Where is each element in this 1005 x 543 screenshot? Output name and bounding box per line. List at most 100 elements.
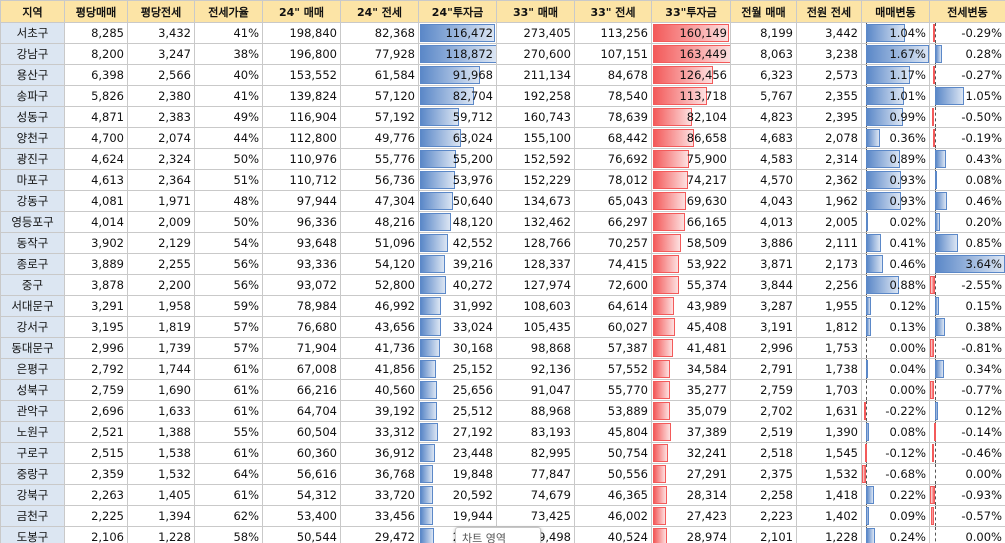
data-cell[interactable]: -0.19% [929,127,1005,149]
data-cell[interactable]: 128,766 [496,232,575,254]
data-cell[interactable]: 2,383 [127,106,195,128]
data-cell[interactable]: 65,043 [574,190,652,212]
data-cell[interactable]: 163,449 [651,43,731,65]
data-cell[interactable]: 2,200 [127,274,195,296]
data-cell[interactable]: 2,101 [730,526,797,543]
data-cell[interactable]: 3,195 [64,316,128,338]
data-cell[interactable]: 196,800 [262,43,341,65]
data-cell[interactable]: 59% [194,295,263,317]
data-cell[interactable]: 2,005 [796,211,862,233]
data-cell[interactable]: 112,800 [262,127,341,149]
data-cell[interactable]: 4,613 [64,169,128,191]
data-cell[interactable]: 105,435 [496,316,575,338]
data-cell[interactable]: 28,974 [651,526,731,543]
data-cell[interactable]: 2,996 [64,337,128,359]
data-cell[interactable]: 45,408 [651,316,731,338]
district-name-cell[interactable]: 용산구 [0,64,65,86]
data-cell[interactable]: 1,690 [127,379,195,401]
data-cell[interactable]: 44% [194,127,263,149]
data-cell[interactable]: 0.93% [861,190,930,212]
data-cell[interactable]: 1.04% [861,22,930,44]
district-name-cell[interactable]: 마포구 [0,169,65,191]
data-cell[interactable]: 25,656 [418,379,497,401]
data-cell[interactable]: 19,848 [418,463,497,485]
district-name-cell[interactable]: 영등포구 [0,211,65,233]
data-cell[interactable]: 91,047 [496,379,575,401]
data-cell[interactable]: 35,277 [651,379,731,401]
data-cell[interactable]: 2,375 [730,463,797,485]
data-cell[interactable]: 2,380 [127,85,195,107]
data-cell[interactable]: 64,614 [574,295,652,317]
data-cell[interactable]: 155,100 [496,127,575,149]
data-cell[interactable]: 0.08% [929,169,1005,191]
data-cell[interactable]: 116,472 [418,22,497,44]
data-cell[interactable]: 59,712 [418,106,497,128]
data-cell[interactable]: 46,992 [340,295,419,317]
data-cell[interactable]: 128,337 [496,253,575,275]
data-cell[interactable]: 50,754 [574,442,652,464]
data-cell[interactable]: 68,442 [574,127,652,149]
data-cell[interactable]: -0.14% [929,421,1005,443]
data-cell[interactable]: 2,996 [730,337,797,359]
data-cell[interactable]: 1,738 [796,358,862,380]
data-cell[interactable]: 3,291 [64,295,128,317]
data-cell[interactable]: 60,360 [262,442,341,464]
data-cell[interactable]: -0.81% [929,337,1005,359]
data-cell[interactable]: 0.38% [929,316,1005,338]
data-cell[interactable]: 134,673 [496,190,575,212]
column-header[interactable]: 매매변동 [861,0,930,23]
data-cell[interactable]: 74,415 [574,253,652,275]
district-name-cell[interactable]: 은평구 [0,358,65,380]
data-cell[interactable]: 1,538 [127,442,195,464]
district-name-cell[interactable]: 금천구 [0,505,65,527]
data-cell[interactable]: 1,545 [796,442,862,464]
data-cell[interactable]: 55% [194,421,263,443]
column-header[interactable]: 평당매매 [64,0,128,23]
data-cell[interactable]: 50,640 [418,190,497,212]
data-cell[interactable]: 1,962 [796,190,862,212]
data-cell[interactable]: 0.85% [929,232,1005,254]
data-cell[interactable]: 33,720 [340,484,419,506]
data-cell[interactable]: 5,826 [64,85,128,107]
data-cell[interactable]: -0.77% [929,379,1005,401]
data-cell[interactable]: 66,165 [651,211,731,233]
data-cell[interactable]: 93,648 [262,232,341,254]
data-cell[interactable]: 0.36% [861,127,930,149]
data-cell[interactable]: 33,024 [418,316,497,338]
district-name-cell[interactable]: 성북구 [0,379,65,401]
data-cell[interactable]: 63,024 [418,127,497,149]
district-name-cell[interactable]: 강북구 [0,484,65,506]
column-header[interactable]: 평당전세 [127,0,195,23]
data-cell[interactable]: 2,759 [730,379,797,401]
district-name-cell[interactable]: 송파구 [0,85,65,107]
data-cell[interactable]: 78,984 [262,295,341,317]
data-cell[interactable]: 6,323 [730,64,797,86]
data-cell[interactable]: 0.00% [929,463,1005,485]
data-cell[interactable]: 3,247 [127,43,195,65]
data-cell[interactable]: 20,592 [418,484,497,506]
district-name-cell[interactable]: 강동구 [0,190,65,212]
data-cell[interactable]: 48% [194,190,263,212]
data-cell[interactable]: -0.27% [929,64,1005,86]
data-cell[interactable]: 4,700 [64,127,128,149]
data-cell[interactable]: 0.00% [861,379,930,401]
data-cell[interactable]: 66,216 [262,379,341,401]
data-cell[interactable]: 47,304 [340,190,419,212]
data-cell[interactable]: 1,402 [796,505,862,527]
data-cell[interactable]: 62% [194,505,263,527]
data-cell[interactable]: 27,423 [651,505,731,527]
data-cell[interactable]: 153,552 [262,64,341,86]
data-cell[interactable]: 57,120 [340,85,419,107]
district-name-cell[interactable]: 양천구 [0,127,65,149]
data-cell[interactable]: 53,400 [262,505,341,527]
data-cell[interactable]: 60,504 [262,421,341,443]
data-cell[interactable]: 78,639 [574,106,652,128]
data-cell[interactable]: 72,600 [574,274,652,296]
data-cell[interactable]: 66,297 [574,211,652,233]
data-cell[interactable]: -0.93% [929,484,1005,506]
data-cell[interactable]: 2,566 [127,64,195,86]
data-cell[interactable]: 0.22% [861,484,930,506]
data-cell[interactable]: 49,776 [340,127,419,149]
data-cell[interactable]: 77,928 [340,43,419,65]
data-cell[interactable]: 152,229 [496,169,575,191]
